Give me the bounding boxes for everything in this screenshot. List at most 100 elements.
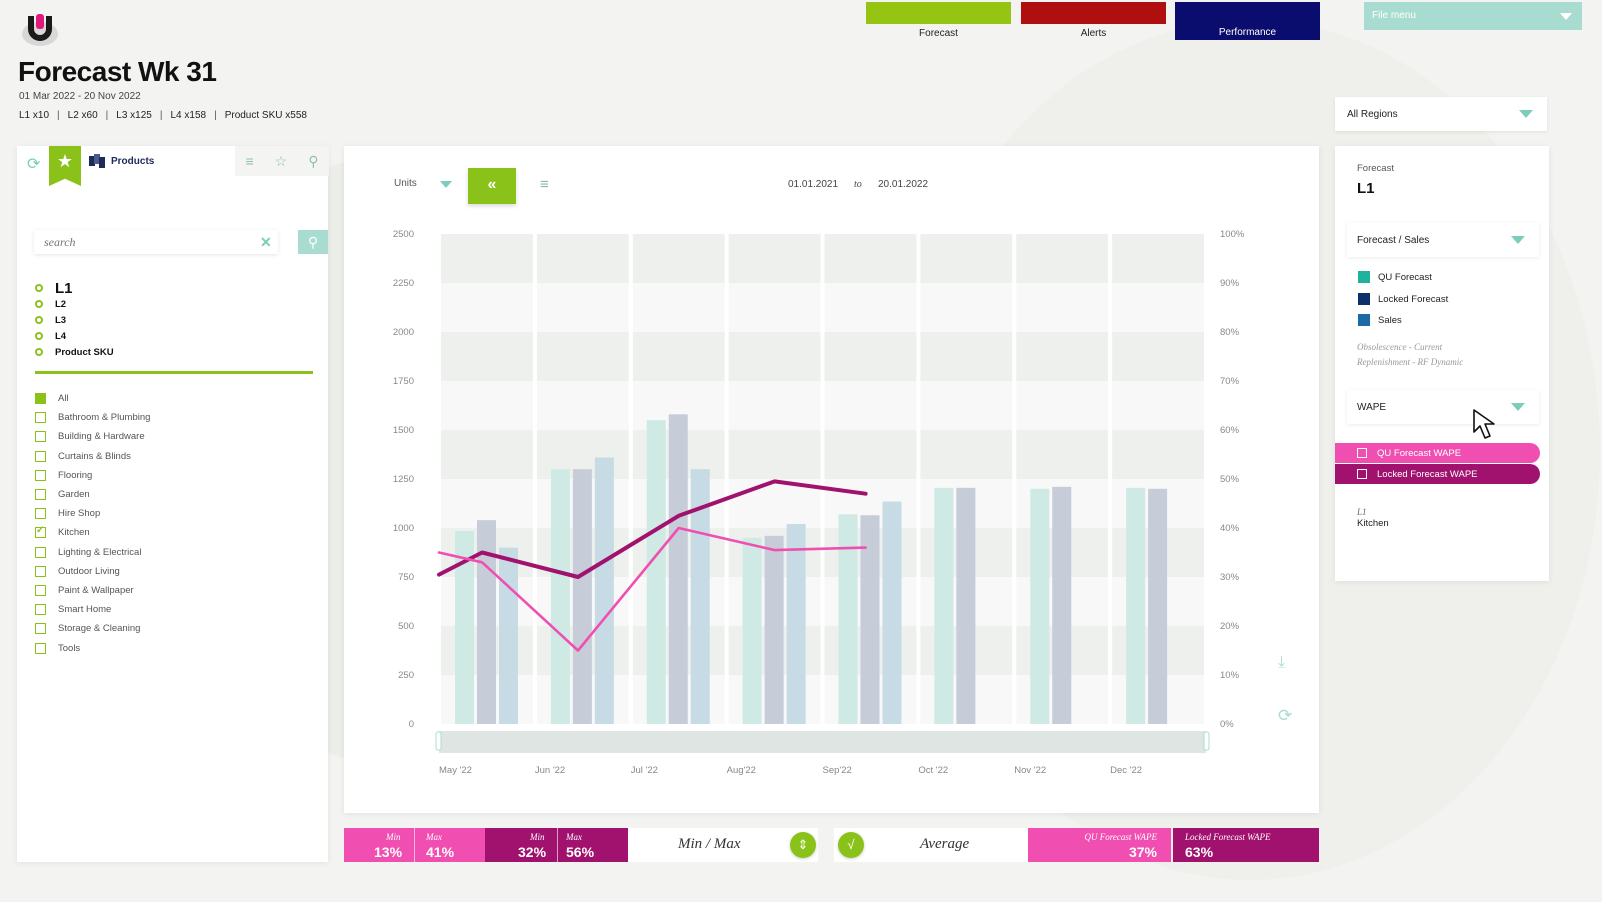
search-icon: ⚲ (307, 234, 319, 250)
legend-item[interactable]: Locked Forecast (1358, 293, 1448, 305)
stat-caption: Min (530, 832, 545, 842)
date-from[interactable]: 01.01.2021 (788, 179, 839, 190)
sqrt-icon[interactable]: √ (838, 832, 864, 858)
checkbox[interactable] (35, 508, 46, 520)
mode-select[interactable]: Forecast / Sales (1347, 223, 1539, 257)
average-toggle[interactable]: √ Average (834, 828, 1028, 862)
category-label: Flooring (58, 469, 93, 481)
search-button[interactable]: ⚲ (298, 230, 328, 254)
category-label: Kitchen (58, 527, 90, 539)
region-select[interactable]: All Regions (1335, 97, 1547, 131)
category-item[interactable]: Hire Shop (35, 504, 150, 523)
checkbox[interactable] (35, 412, 46, 424)
category-item[interactable]: Paint & Wallpaper (35, 581, 150, 600)
download-icon[interactable]: ⤓ (1278, 654, 1286, 671)
chevron-down-icon[interactable] (440, 181, 452, 188)
category-item[interactable]: Lighting & Electrical (35, 543, 150, 562)
qu-wape-toggle[interactable]: QU Forecast WAPE (1335, 443, 1540, 463)
level-item[interactable]: L1 (35, 280, 114, 297)
checkbox[interactable] (35, 623, 46, 635)
checkbox[interactable] (35, 393, 46, 405)
tab-forecast[interactable]: Forecast (866, 2, 1011, 39)
checkbox[interactable] (35, 642, 46, 654)
checkbox[interactable] (35, 604, 46, 616)
category-item[interactable]: Smart Home (35, 600, 150, 619)
tab-color-bar (1175, 2, 1320, 24)
minmax-toggle[interactable]: Min / Max ⇕ (628, 828, 818, 862)
search-icon[interactable]: ⚲ (308, 152, 319, 169)
star-icon[interactable]: ★ (49, 146, 81, 186)
grid-line (820, 234, 825, 724)
legend-item[interactable]: Sales (1358, 314, 1402, 326)
list-icon[interactable]: ≡ (245, 153, 254, 169)
sort-icon[interactable]: ⇕ (790, 832, 816, 858)
checkbox[interactable] (1357, 469, 1367, 479)
category-label: Garden (58, 489, 90, 501)
clear-icon[interactable]: ✕ (260, 234, 272, 250)
search-box: ✕ ⚲ (34, 230, 328, 256)
level-count: L4 x158 (170, 110, 207, 121)
category-item[interactable]: Kitchen (35, 523, 150, 542)
refresh-icon[interactable]: ⟳ (1278, 706, 1293, 725)
bar (1030, 488, 1050, 724)
locked-wape-toggle[interactable]: Locked Forecast WAPE (1335, 464, 1540, 484)
level-item[interactable]: L4 (35, 328, 114, 344)
collapse-button[interactable]: « (468, 168, 516, 204)
app-logo[interactable] (20, 12, 60, 48)
checkbox[interactable] (35, 565, 46, 577)
tab-alerts[interactable]: Alerts (1021, 2, 1166, 39)
chart-settings-panel (1335, 146, 1549, 581)
radio-icon (35, 332, 43, 340)
category-item[interactable]: Storage & Cleaning (35, 619, 150, 638)
locked-min-stat: Min 32% Max 56% (485, 828, 628, 862)
category-item[interactable]: Tools (35, 638, 150, 657)
y2-tick-label: 100% (1220, 229, 1245, 240)
level-item[interactable]: Product SKU (35, 344, 114, 360)
legend-item[interactable]: QU Forecast (1358, 271, 1432, 283)
category-item[interactable]: All (35, 389, 150, 408)
category-item[interactable]: Building & Hardware (35, 427, 150, 446)
grid-line (1204, 234, 1208, 724)
file-menu[interactable]: File menu (1364, 2, 1582, 30)
checkbox[interactable] (35, 450, 46, 462)
checkbox[interactable] (1357, 448, 1367, 458)
tab-performance[interactable]: Performance (1175, 2, 1320, 40)
category-item[interactable]: Bathroom & Plumbing (35, 408, 150, 427)
y2-tick-label: 0% (1220, 719, 1234, 730)
category-label: Storage & Cleaning (58, 623, 141, 635)
bar (550, 469, 570, 724)
y-tick-label: 500 (398, 621, 414, 632)
category-item[interactable]: Curtains & Blinds (35, 447, 150, 466)
checkbox[interactable] (35, 431, 46, 443)
checkbox[interactable] (35, 489, 46, 501)
checkbox[interactable] (35, 584, 46, 596)
checkbox[interactable] (35, 469, 46, 481)
separator: | (57, 110, 60, 121)
checkbox[interactable] (35, 546, 46, 558)
y2-tick-label: 20% (1220, 621, 1240, 632)
metric-select[interactable]: WAPE (1347, 390, 1539, 424)
bar (742, 537, 762, 724)
filter-value: Kitchen (1357, 518, 1389, 529)
products-tab[interactable]: Products (111, 156, 155, 167)
category-item[interactable]: Garden (35, 485, 150, 504)
level-item[interactable]: L2 (35, 296, 114, 312)
category-item[interactable]: Flooring (35, 466, 150, 485)
search-input[interactable] (34, 230, 278, 254)
level-label: Product SKU (55, 346, 114, 358)
note: Obsolescence - Current (1357, 342, 1443, 352)
date-until[interactable]: 20.01.2022 (878, 179, 929, 190)
qu-wape-stat: QU Forecast WAPE 37% (1028, 828, 1171, 862)
level-item[interactable]: L3 (35, 312, 114, 328)
star-outline-icon[interactable]: ☆ (274, 152, 288, 169)
category-label: Lighting & Electrical (58, 546, 142, 558)
refresh-icon[interactable]: ⟳ (27, 156, 41, 173)
legend-label: Locked Forecast (1378, 293, 1449, 305)
panel-level: L1 (1357, 180, 1375, 197)
menu-icon[interactable]: ≡ (540, 176, 549, 193)
separator: | (105, 110, 109, 121)
category-item[interactable]: Outdoor Living (35, 562, 150, 581)
checkbox[interactable] (35, 525, 46, 539)
units-select-label[interactable]: Units (394, 178, 417, 189)
grid-line (1012, 234, 1017, 724)
